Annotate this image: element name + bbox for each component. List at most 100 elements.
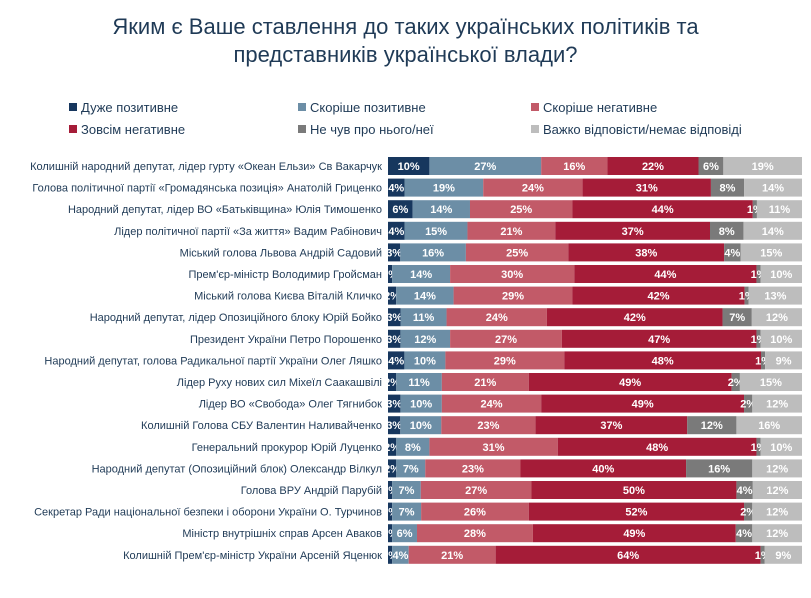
bar-segment [388, 243, 401, 262]
bar-segment [388, 286, 397, 305]
bar-value-label: 38% [635, 247, 657, 259]
row-label: Лідер політичної партії «За життя» Вадим… [114, 226, 382, 238]
bar-value-label: 7% [729, 312, 745, 324]
bar-value-label: 21% [441, 550, 463, 562]
bar-value-label: 64% [617, 550, 639, 562]
bar-value-label: 11% [413, 312, 435, 324]
bar-segment [760, 437, 802, 456]
bar-value-label: 28% [464, 528, 486, 540]
bar-value-label: 2% [728, 377, 744, 389]
bar-segment [388, 308, 401, 327]
legend-label: Дуже позитивне [81, 100, 178, 115]
bar-segment [528, 502, 745, 521]
bar-value-label: 42% [624, 312, 646, 324]
bar-value-label: 24% [486, 312, 508, 324]
bar-segment [388, 459, 397, 478]
bar-segment [760, 545, 765, 564]
bar-segment [450, 265, 575, 283]
bar-value-label: 3% [386, 334, 402, 346]
bar-segment [731, 373, 740, 391]
bar-segment [404, 351, 446, 370]
bar-segment [535, 416, 688, 435]
bar-value-label: 14% [414, 291, 436, 303]
bar-segment [388, 157, 430, 175]
bar-value-label: 12% [414, 334, 436, 346]
bar-segment [388, 502, 393, 521]
bar-value-label: 6% [703, 161, 719, 173]
legend-label: Скоріше позитивне [310, 100, 426, 115]
bar-segment [441, 373, 529, 391]
bar-segment [739, 373, 802, 391]
bar-value-label: 29% [502, 291, 524, 303]
bar-value-label: 27% [495, 334, 517, 346]
bar-segment [412, 200, 470, 219]
bar-segment [572, 286, 745, 305]
bar-value-label: 16% [422, 247, 444, 259]
bar-segment [748, 286, 802, 305]
bar-segment [392, 545, 409, 564]
bar-segment [736, 416, 802, 435]
legend-swatch [531, 125, 539, 133]
bar-value-label: 10% [414, 355, 436, 367]
bar-value-label: 48% [652, 355, 674, 367]
legend-swatch [69, 103, 77, 111]
bar-segment [388, 437, 397, 456]
bar-value-label: 7% [399, 507, 415, 519]
bar-segment [752, 394, 802, 413]
bar-value-label: 8% [720, 183, 736, 195]
bar-segment [388, 178, 405, 197]
bar-segment [392, 502, 422, 521]
row-label: Народний депутат (Опозиційний блок) Олек… [92, 463, 382, 475]
bar-value-label: 12% [766, 399, 788, 411]
bar-segment [546, 308, 723, 327]
bar-segment [392, 524, 417, 543]
bar-value-label: 2% [384, 377, 400, 389]
bar-value-label: 11% [769, 204, 791, 216]
bar-segment [607, 157, 699, 175]
bar-value-label: 3% [386, 247, 402, 259]
row-label: Колишній Прем'єр-міністр України Арсеній… [123, 550, 382, 562]
bar-value-label: 4% [388, 226, 404, 238]
legend-label: Не чув про нього/неї [310, 122, 434, 137]
bar-value-label: 14% [430, 204, 452, 216]
bar-value-label: 24% [522, 183, 544, 195]
bar-value-label: 37% [600, 420, 622, 432]
bar-segment [400, 243, 466, 262]
bar-segment [404, 178, 484, 197]
bar-segment [752, 481, 802, 499]
bar-segment [561, 329, 757, 348]
bar-segment [723, 157, 802, 175]
bar-segment [765, 351, 802, 370]
bar-segment [446, 308, 547, 327]
bar-value-label: 10% [410, 420, 432, 432]
bar-segment [396, 437, 430, 456]
bar-segment [582, 178, 711, 197]
bar-segment [740, 243, 802, 262]
bar-value-label: 12% [766, 485, 788, 497]
bar-value-label: 31% [636, 183, 658, 195]
bar-segment [761, 351, 766, 370]
row-label: Прем'єр-міністр Володимир Гройсман [189, 269, 382, 281]
bar-value-label: 6% [392, 204, 408, 216]
bar-segment [388, 221, 405, 240]
bar-segment [483, 178, 583, 197]
bar-segment [388, 265, 393, 283]
bar-value-label: 13% [764, 291, 786, 303]
bar-segment [532, 524, 736, 543]
bar-segment [698, 157, 724, 175]
bar-value-label: 7% [398, 485, 414, 497]
bar-value-label: 16% [563, 161, 585, 173]
bar-value-label: 52% [625, 507, 647, 519]
row-label: Генеральний прокурор Юрій Луценко [192, 442, 382, 454]
bar-segment [574, 265, 757, 283]
row-label: Колишній народний депутат, лідер гурту «… [30, 161, 382, 173]
row-label: Народний депутат, голова Радикальної пар… [44, 355, 382, 367]
bar-value-label: 15% [760, 377, 782, 389]
bar-value-label: 10% [770, 269, 792, 281]
bar-value-label: 10% [398, 161, 420, 173]
bar-value-label: 7% [403, 463, 419, 475]
bar-segment [396, 286, 454, 305]
bar-segment [469, 200, 573, 219]
bar-segment [396, 459, 426, 478]
bar-segment [441, 416, 536, 435]
